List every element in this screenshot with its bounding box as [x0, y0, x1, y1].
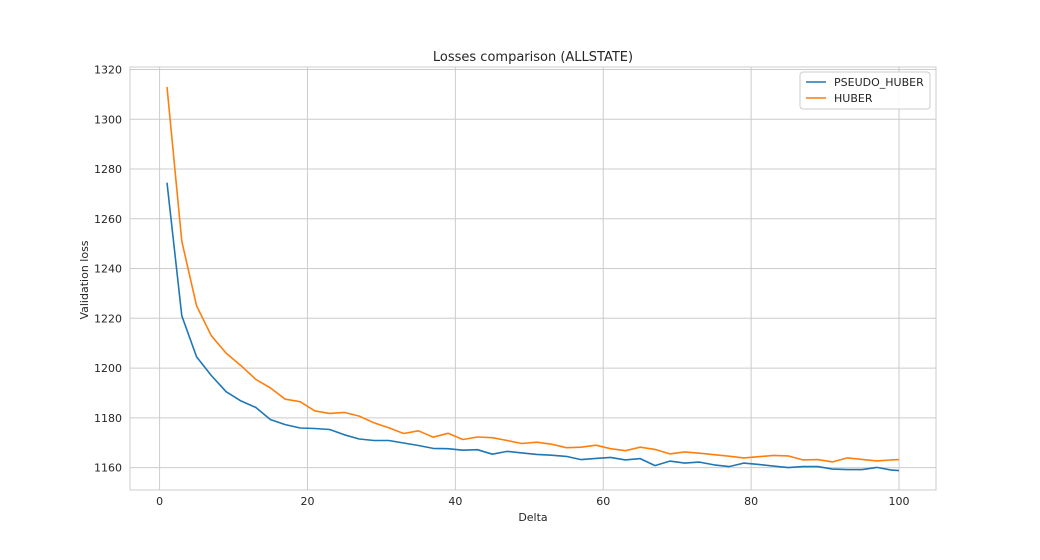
legend: PSEUDO_HUBER HUBER — [799, 71, 931, 110]
y-tick-label: 1180 — [94, 412, 122, 425]
x-tick-label: 100 — [889, 495, 910, 508]
legend-frame — [799, 71, 931, 110]
x-ticks: 0 20 40 60 80 100 — [156, 495, 909, 508]
y-tick-label: 1280 — [94, 163, 122, 176]
chart-title: Losses comparison (ALLSTATE) — [433, 50, 633, 65]
x-tick-label: 0 — [156, 495, 163, 508]
x-tick-label: 60 — [596, 495, 610, 508]
y-tick-label: 1240 — [94, 263, 122, 276]
series-line-huber — [166, 86, 900, 463]
y-tick-label: 1160 — [94, 462, 122, 475]
plot-area — [129, 66, 937, 491]
legend-label: HUBER — [834, 92, 873, 105]
x-axis-label: Delta — [518, 511, 547, 524]
legend-label: PSEUDO_HUBER — [834, 76, 924, 89]
y-tick-label: 1200 — [94, 362, 122, 375]
y-axis-label: Validation loss — [78, 240, 91, 319]
x-tick-label: 20 — [300, 495, 314, 508]
series-lines — [166, 86, 900, 472]
y-tick-label: 1320 — [94, 63, 122, 76]
y-tick-label: 1260 — [94, 213, 122, 226]
y-ticks: 1160 1180 1200 1220 1240 1260 1280 1300 1320 — [94, 63, 122, 474]
grid — [130, 67, 936, 490]
y-tick-label: 1220 — [94, 312, 122, 325]
y-tick-label: 1300 — [94, 113, 122, 126]
x-tick-label: 40 — [448, 495, 462, 508]
x-tick-label: 80 — [744, 495, 758, 508]
series-line-pseudo-huber — [166, 182, 900, 472]
